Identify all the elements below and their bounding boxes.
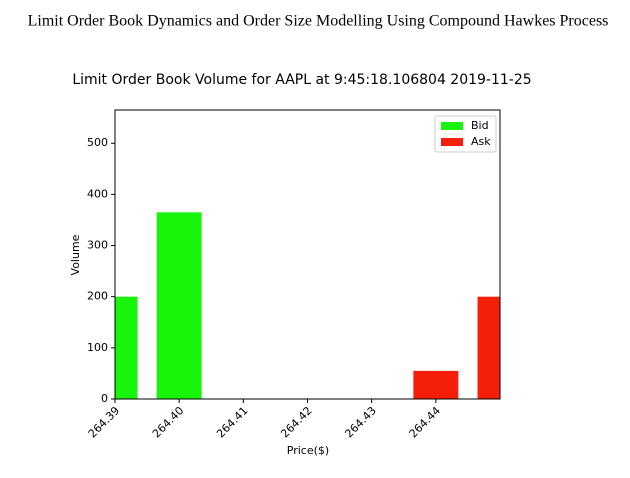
y-tick-label: 300	[87, 239, 108, 252]
y-axis-label: Volume	[69, 234, 82, 275]
x-tick-label: 264.44	[407, 404, 443, 440]
legend-label: Ask	[471, 135, 491, 148]
bar	[413, 370, 459, 399]
legend-swatch	[441, 138, 463, 146]
page-title: Limit Order Book Dynamics and Order Size…	[28, 13, 609, 30]
bar	[477, 296, 500, 399]
chart-title: Limit Order Book Volume for AAPL at 9:45…	[72, 72, 531, 88]
bars	[115, 212, 500, 399]
x-tick-label: 264.40	[150, 404, 186, 440]
y-tick-label: 400	[87, 187, 108, 200]
legend-swatch	[441, 122, 463, 130]
x-axis-label: Price($)	[287, 444, 329, 457]
y-tick-label: 100	[87, 341, 108, 354]
y-tick-label: 200	[87, 290, 108, 303]
x-tick-label: 264.41	[214, 404, 250, 440]
y-tick-label: 500	[87, 136, 108, 149]
bar	[115, 296, 138, 399]
bar	[156, 212, 202, 399]
x-tick-label: 264.39	[86, 404, 122, 440]
x-tick-label: 264.43	[342, 404, 378, 440]
x-tick-label: 264.42	[278, 404, 314, 440]
y-tick-label: 0	[101, 392, 108, 405]
legend-label: Bid	[471, 119, 489, 132]
